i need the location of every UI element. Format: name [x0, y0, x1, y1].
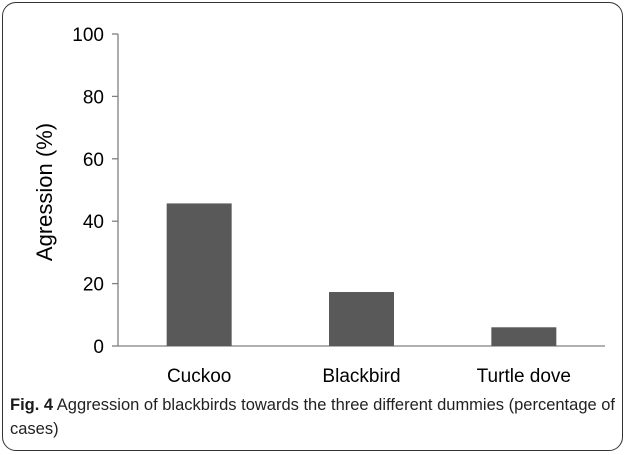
y-tick-label: 100 [72, 25, 104, 46]
bar-cuckoo [166, 203, 232, 346]
figure-frame [2, 2, 623, 451]
bar-blackbird [329, 292, 394, 346]
x-tick-label: Turtle dove [477, 366, 571, 387]
x-tick-labels: Cuckoo Blackbird Turtle dove [167, 366, 571, 387]
figure-caption: Fig. 4 Aggression of blackbirds towards … [10, 393, 615, 441]
y-axis: 0 20 40 60 80 100 [72, 25, 119, 358]
x-tick-label: Cuckoo [167, 366, 231, 387]
figure-caption-text: Aggression of blackbirds towards the thr… [10, 396, 616, 438]
figure-label: Fig. 4 [10, 396, 54, 414]
y-tick-label: 40 [83, 212, 104, 233]
x-tick-label: Blackbird [322, 366, 400, 387]
y-tick-label: 0 [93, 337, 104, 358]
y-tick-label: 80 [83, 87, 104, 108]
y-tick-label: 20 [83, 275, 104, 296]
bars [166, 203, 557, 346]
y-axis-title: Agression (%) [32, 123, 57, 261]
bar-turtle-dove [491, 327, 557, 346]
y-tick-label: 60 [83, 150, 104, 171]
